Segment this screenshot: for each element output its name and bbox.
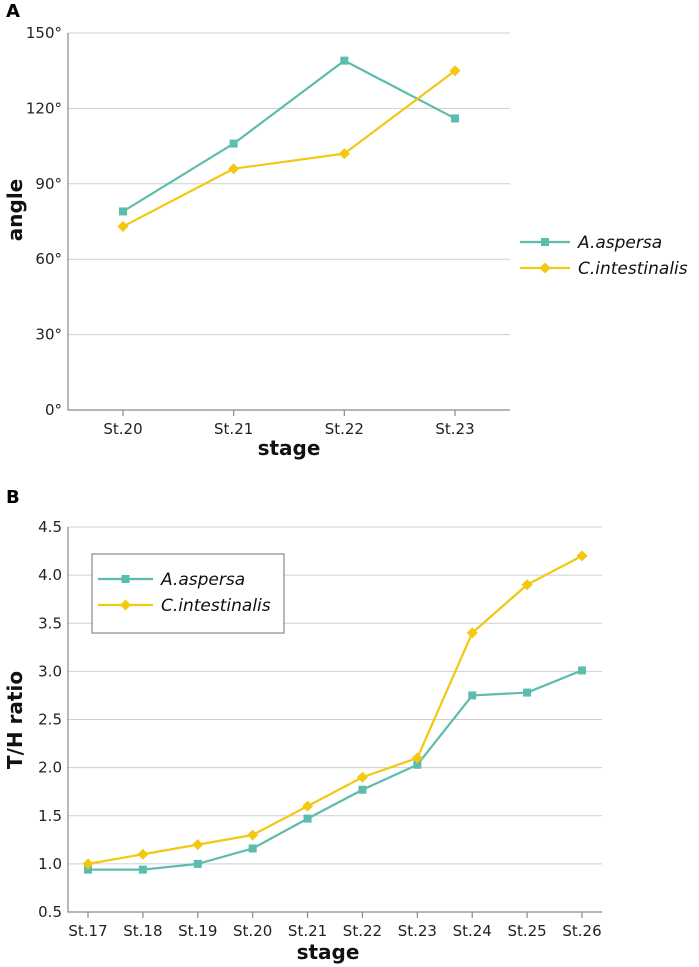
axis-lines bbox=[67, 33, 510, 411]
series-line-a-aspersa bbox=[122, 59, 456, 213]
y-axis-title: angle bbox=[3, 179, 27, 241]
y-axis-title: T/H ratio bbox=[3, 671, 27, 769]
panel-b-label: B bbox=[6, 487, 20, 508]
legend-label-c-intestinalis: C.intestinalis bbox=[578, 259, 688, 279]
data-point-c-intestinalis bbox=[356, 771, 368, 783]
y-tick-label: 2.5 bbox=[38, 711, 62, 729]
y-tick-label: 30° bbox=[35, 326, 62, 344]
legend: A.aspersa C.intestinalis bbox=[91, 553, 285, 634]
data-point-a-aspersa bbox=[138, 865, 147, 874]
data-point-a-aspersa bbox=[229, 139, 238, 148]
y-tick-label: 0.5 bbox=[38, 903, 62, 921]
data-point-c-intestinalis bbox=[338, 148, 350, 160]
data-point-c-intestinalis bbox=[576, 550, 588, 562]
series-line-a-aspersa bbox=[88, 669, 583, 871]
axis-lines bbox=[67, 527, 602, 913]
series-c-intestinalis bbox=[82, 550, 588, 870]
series-line-c-intestinalis bbox=[87, 554, 583, 865]
data-point-a-aspersa bbox=[358, 785, 367, 794]
x-tick-label: St.21 bbox=[214, 420, 253, 438]
series-line-c-intestinalis bbox=[122, 69, 456, 228]
data-point-c-intestinalis bbox=[137, 848, 149, 860]
legend-box bbox=[91, 553, 285, 634]
data-point-a-aspersa bbox=[84, 865, 92, 874]
data-point-a-aspersa bbox=[578, 666, 586, 675]
legend: A.aspersa C.intestinalis bbox=[520, 233, 688, 279]
data-point-a-aspersa bbox=[451, 114, 459, 123]
data-point-c-intestinalis bbox=[228, 163, 240, 175]
x-tick-label: St.24 bbox=[453, 922, 492, 940]
data-point-c-intestinalis bbox=[247, 829, 259, 841]
x-tick-label: St.21 bbox=[288, 922, 327, 940]
series-a-aspersa bbox=[119, 56, 459, 216]
x-tick-label: St.25 bbox=[507, 922, 546, 940]
y-tick-label: 90° bbox=[35, 175, 62, 193]
y-tick-label: 3.0 bbox=[38, 662, 62, 680]
data-point-c-intestinalis bbox=[411, 752, 423, 764]
legend-label-a-aspersa: A.aspersa bbox=[577, 233, 662, 253]
x-tick-label: St.22 bbox=[325, 420, 364, 438]
legend-label-a-aspersa: A.aspersa bbox=[160, 570, 245, 590]
y-tick-label: 3.5 bbox=[38, 614, 62, 632]
data-point-c-intestinalis bbox=[82, 858, 94, 870]
x-axis-title: stage bbox=[258, 436, 321, 460]
series-c-intestinalis bbox=[117, 65, 461, 233]
y-tick-label: 1.0 bbox=[38, 855, 62, 873]
data-point-c-intestinalis bbox=[117, 221, 129, 233]
y-tick-label: 0° bbox=[45, 401, 62, 419]
chart-panel-a: 0° 30° 60° 90° 120° 150° St.20 St.21 St.22 St.23 s… bbox=[3, 24, 688, 460]
data-point-a-aspersa bbox=[468, 691, 477, 700]
x-tick-label: St.23 bbox=[398, 922, 437, 940]
y-tick-label: 1.5 bbox=[38, 807, 62, 825]
legend-label-c-intestinalis: C.intestinalis bbox=[161, 596, 271, 616]
y-tick-label: 60° bbox=[35, 250, 62, 268]
legend-marker-a-aspersa bbox=[541, 238, 549, 246]
data-point-a-aspersa bbox=[119, 207, 127, 216]
data-point-c-intestinalis bbox=[521, 579, 533, 591]
panel-a-label: A bbox=[6, 1, 20, 22]
x-axis-title: stage bbox=[297, 940, 360, 964]
x-tick-label: St.20 bbox=[233, 922, 272, 940]
chart-panel-b: 0.5 1.0 1.5 2.0 2.5 3.0 3.5 4.0 4.5 St.17 St.18 St.… bbox=[3, 518, 602, 964]
data-point-c-intestinalis bbox=[449, 65, 461, 77]
data-point-c-intestinalis bbox=[302, 800, 314, 812]
y-tick-label: 2.0 bbox=[38, 759, 62, 777]
data-point-a-aspersa bbox=[523, 688, 532, 697]
series-a-aspersa bbox=[84, 666, 586, 874]
x-tick-label: St.18 bbox=[123, 922, 162, 940]
y-tick-label: 4.5 bbox=[38, 518, 62, 536]
x-tick-label: St.23 bbox=[435, 420, 474, 438]
legend-marker-a-aspersa bbox=[121, 575, 130, 583]
data-point-c-intestinalis bbox=[466, 627, 478, 639]
x-tick-label: St.19 bbox=[178, 922, 217, 940]
x-tick-label: St.17 bbox=[68, 922, 107, 940]
y-tick-label: 120° bbox=[26, 99, 62, 117]
y-tick-label: 4.0 bbox=[38, 566, 62, 584]
data-point-a-aspersa bbox=[303, 814, 312, 823]
data-point-a-aspersa bbox=[193, 859, 202, 868]
x-tick-label: St.20 bbox=[103, 420, 142, 438]
legend-marker-c-intestinalis bbox=[120, 599, 131, 611]
y-tick-label: 150° bbox=[26, 24, 62, 42]
x-tick-label: St.26 bbox=[562, 922, 601, 940]
x-tick-label: St.22 bbox=[343, 922, 382, 940]
legend-marker-c-intestinalis bbox=[539, 262, 551, 274]
data-point-a-aspersa bbox=[248, 844, 257, 853]
data-point-a-aspersa bbox=[413, 760, 422, 769]
data-point-a-aspersa bbox=[340, 56, 349, 65]
data-point-c-intestinalis bbox=[192, 839, 204, 851]
